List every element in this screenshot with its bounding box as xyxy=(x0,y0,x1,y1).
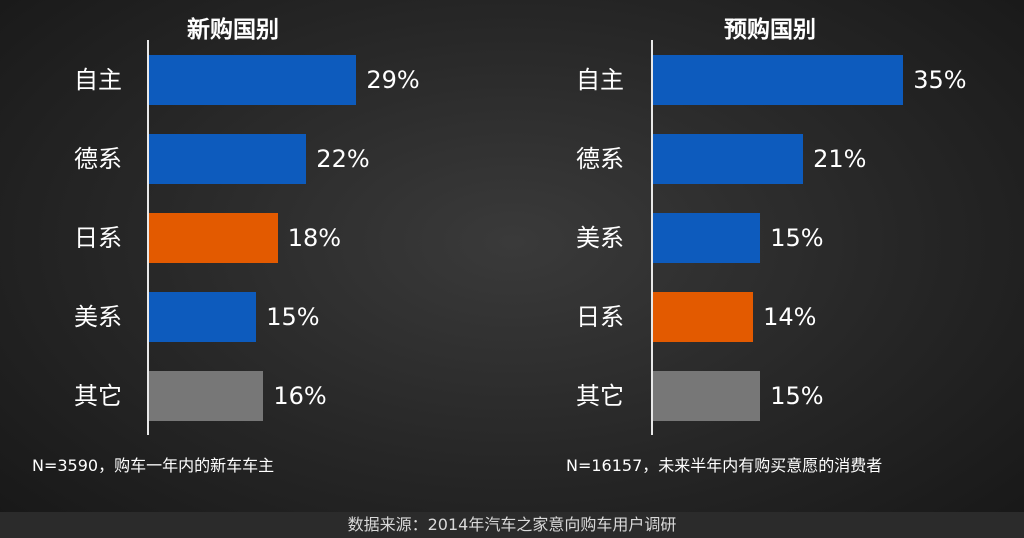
category-label: 日系 xyxy=(576,303,624,331)
category-label: 美系 xyxy=(74,303,122,331)
value-label: 22% xyxy=(316,145,370,173)
chart-title: 新购国别 xyxy=(187,17,279,43)
category-label: 日系 xyxy=(74,224,122,252)
value-label: 16% xyxy=(273,382,327,410)
bar xyxy=(149,134,307,184)
value-label: 35% xyxy=(913,66,967,94)
value-label: 15% xyxy=(770,224,824,252)
sample-note-left: N=3590，购车一年内的新车车主 xyxy=(32,456,275,475)
bar xyxy=(653,55,904,105)
axis-line xyxy=(651,40,653,435)
chart-title: 预购国别 xyxy=(724,17,816,43)
axis-line xyxy=(147,40,149,435)
category-label: 自主 xyxy=(576,66,624,94)
bar xyxy=(653,213,761,263)
value-label: 18% xyxy=(287,224,342,252)
category-label: 德系 xyxy=(74,145,122,173)
category-label: 美系 xyxy=(576,224,624,252)
value-label: 15% xyxy=(266,303,320,331)
bar xyxy=(149,292,257,342)
value-label: 14% xyxy=(763,303,817,331)
category-label: 德系 xyxy=(576,145,624,173)
category-label: 自主 xyxy=(74,66,122,94)
category-label: 其它 xyxy=(74,382,122,410)
sample-note-right: N=16157，未来半年内有购买意愿的消费者 xyxy=(566,456,883,475)
category-label: 其它 xyxy=(576,382,624,410)
bar xyxy=(149,213,278,263)
bar xyxy=(149,55,357,105)
bar xyxy=(653,292,754,342)
value-label: 21% xyxy=(813,145,867,173)
value-label: 15% xyxy=(770,382,824,410)
bar xyxy=(653,371,761,421)
new-purchase-chart: 新购国别 自主 29% 德系 22% 日系 18% 美系 15% 其它 16% xyxy=(0,0,512,440)
value-label: 29% xyxy=(366,66,420,94)
planned-purchase-chart: 预购国别 自主 35% 德系 21% 美系 15% 日系 14% 其它 15% xyxy=(512,0,1024,440)
bar xyxy=(149,371,264,421)
data-source: 数据来源：2014年汽车之家意向购车用户调研 xyxy=(0,512,1024,538)
bar xyxy=(653,134,804,184)
